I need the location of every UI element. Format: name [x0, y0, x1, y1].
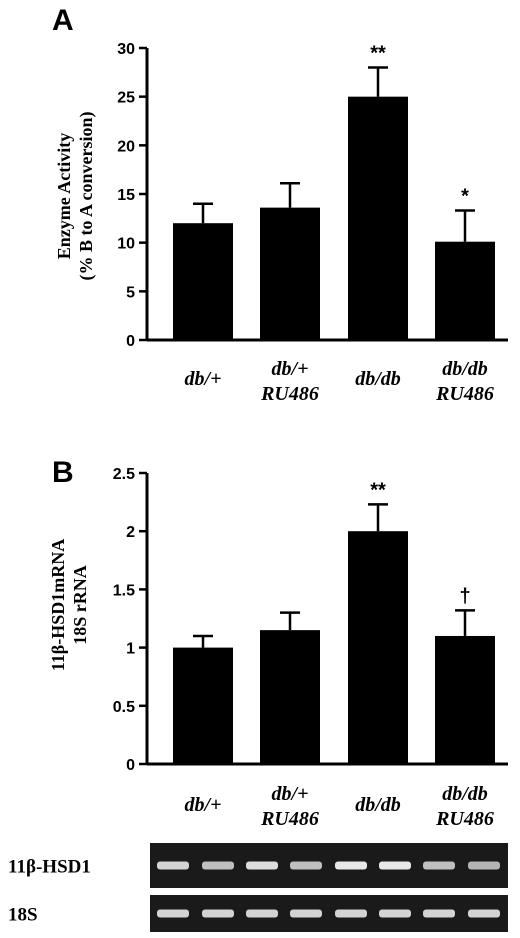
y-tick-label: 25: [117, 90, 135, 107]
y-axis-label: 18S rRNA: [70, 565, 90, 645]
significance-marker: **: [370, 42, 386, 64]
y-tick-label: 1: [126, 641, 135, 658]
y-tick-label: 2.5: [113, 466, 135, 483]
y-tick-label: 15: [117, 187, 135, 204]
y-tick-label: 0.5: [113, 699, 135, 716]
significance-marker: **: [370, 479, 386, 501]
gel-band: [157, 909, 189, 918]
gel-band: [290, 861, 322, 870]
chart-b: 0 0.5 1 1.5 2 2.5 11β-HSD1mRNA 18S rRNA db/+ db/+…: [48, 466, 508, 830]
gel-row-label: 18S: [8, 905, 38, 926]
gel-image: 11β-HSD1 18S: [8, 843, 508, 932]
category-label: db/db: [355, 368, 401, 390]
gel-band: [335, 861, 367, 870]
y-tick-label: 1.5: [113, 582, 135, 599]
gel-band: [246, 909, 278, 918]
panel-label-a: A: [52, 4, 74, 37]
gel-band: [290, 909, 322, 918]
gel-band: [468, 861, 500, 870]
significance-marker: †: [459, 585, 470, 607]
gel-band: [468, 909, 500, 918]
y-axis-label: (% B to A conversion): [76, 111, 97, 280]
gel-band: [202, 909, 234, 918]
bar: [173, 223, 233, 340]
bar: [435, 635, 495, 764]
y-tick-label: 0: [126, 333, 135, 350]
y-tick-label: 10: [117, 236, 135, 253]
category-label: db/+: [272, 358, 309, 380]
gel-band: [335, 909, 367, 918]
bar: [260, 630, 320, 764]
category-label: RU486: [260, 808, 319, 830]
category-label: db/+: [185, 368, 222, 390]
y-tick-label: 20: [117, 138, 135, 155]
category-label: RU486: [435, 383, 494, 405]
category-label: RU486: [260, 383, 319, 405]
gel-band: [379, 909, 411, 918]
gel-band: [423, 861, 455, 870]
chart-a: 0 5 10 15 20 25 30 Enzyme Activity (% B to A con…: [54, 41, 508, 405]
category-label: db/+: [185, 794, 222, 816]
significance-marker: *: [461, 186, 469, 208]
gel-band: [157, 861, 189, 870]
y-axis-label: Enzyme Activity: [54, 133, 74, 259]
gel-band: [379, 861, 411, 870]
y-tick-label: 5: [126, 284, 135, 301]
category-label: db/+: [272, 783, 309, 805]
bar: [173, 647, 233, 764]
y-axis-label: 11β-HSD1mRNA: [48, 539, 68, 672]
category-label: db/db: [442, 783, 488, 805]
category-label: RU486: [435, 808, 494, 830]
bar: [435, 241, 495, 340]
y-tick-label: 2: [126, 524, 135, 541]
bar: [348, 531, 408, 764]
gel-band: [202, 861, 234, 870]
category-label: db/db: [355, 794, 401, 816]
bar: [348, 96, 408, 341]
gel-row-label: 11β-HSD1: [8, 857, 91, 878]
bar: [260, 207, 320, 340]
gel-band: [246, 861, 278, 870]
panel-label-b: B: [52, 456, 74, 489]
category-label: db/db: [442, 358, 488, 380]
gel-band: [423, 909, 455, 918]
y-tick-label: 0: [126, 757, 135, 774]
y-tick-label: 30: [117, 41, 135, 58]
